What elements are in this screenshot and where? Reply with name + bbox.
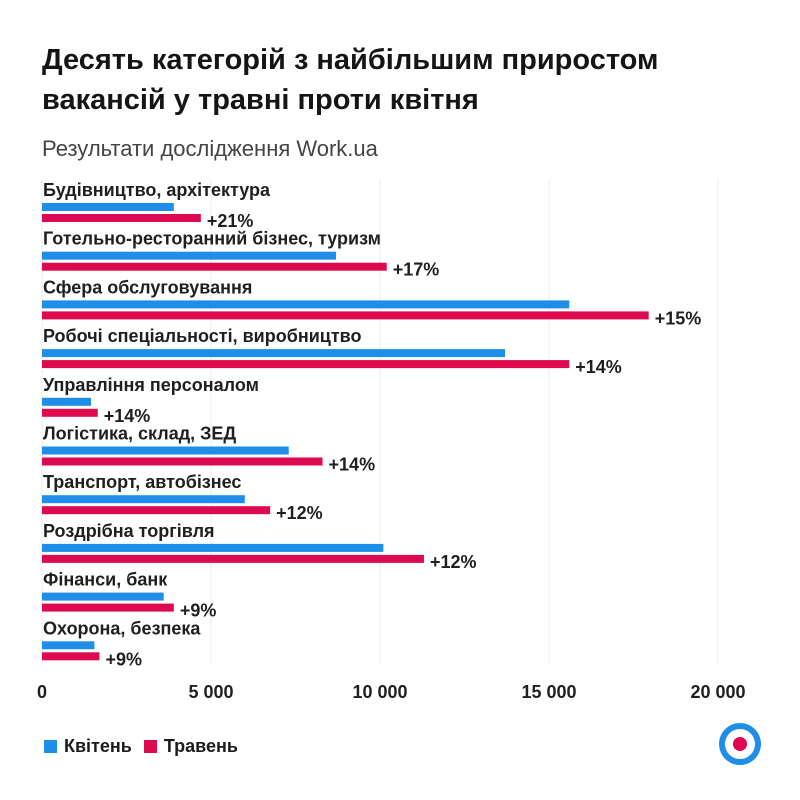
bar-may [42,408,98,417]
change-label: +9% [105,649,142,669]
bar-may [42,506,271,515]
bar-may [42,360,570,369]
bar-april [42,397,92,406]
change-label: +12% [276,503,323,523]
category-label: Роздрібна торгівля [43,521,215,541]
bar-may [42,262,387,271]
bar-april [42,543,384,552]
legend-swatch-april [44,740,57,753]
bar-april [42,641,95,650]
change-label: +17% [393,260,440,280]
bar-april [42,251,337,260]
change-label: +21% [207,211,254,231]
change-label: +14% [329,455,376,475]
bar-may [42,214,201,222]
category-label: Охорона, безпека [43,618,201,638]
category-label: Будівництво, архітектура [43,180,271,200]
category-label: Сфера обслуговування [43,277,252,297]
bar-chart: Будівництво, архітектура +21%Готельно-рес… [37,180,746,702]
bar-april [42,592,164,601]
category-label: Готельно-ресторанний бізнес, туризм [43,229,381,249]
bar-april [42,203,174,211]
category-label: Робочі спеціальності, виробництво [43,326,361,346]
legend-swatch-may [143,740,157,753]
chart-title: Десять категорій з найбільшим приростом … [42,44,659,116]
x-tick-label: 5 000 [188,682,233,702]
bar-may [42,554,424,563]
work-ua-logo-icon [719,723,761,765]
bar-april [42,349,506,358]
x-tick-label: 0 [37,682,47,702]
bar-april [42,300,570,309]
x-tick-label: 10 000 [352,682,407,702]
change-label: +15% [655,308,702,328]
category-label: Логістика, склад, ЗЕД [43,424,236,444]
x-tick-label: 15 000 [521,682,576,702]
change-label: +14% [104,406,151,426]
x-tick-label: 20 000 [690,682,745,702]
bar-april [42,446,289,455]
change-label: +9% [180,601,217,621]
bar-may [42,603,174,612]
bar-may [42,652,100,661]
legend: Квітень Травень [44,736,250,757]
category-label: Управління персоналом [43,375,259,395]
change-label: +14% [575,357,622,377]
legend-label-april: Квітень [64,736,132,756]
category-label: Фінанси, банк [43,570,168,590]
legend-item-may: Травень [143,736,238,757]
legend-item-april: Квітень [44,736,132,757]
bar-may [42,311,649,320]
legend-label-may: Травень [163,736,238,756]
change-label: +12% [430,552,477,572]
bar-may [42,457,323,466]
bar-april [42,495,245,504]
chart-subtitle: Результати дослідження Work.ua [42,136,378,161]
category-label: Транспорт, автобізнес [43,472,241,492]
